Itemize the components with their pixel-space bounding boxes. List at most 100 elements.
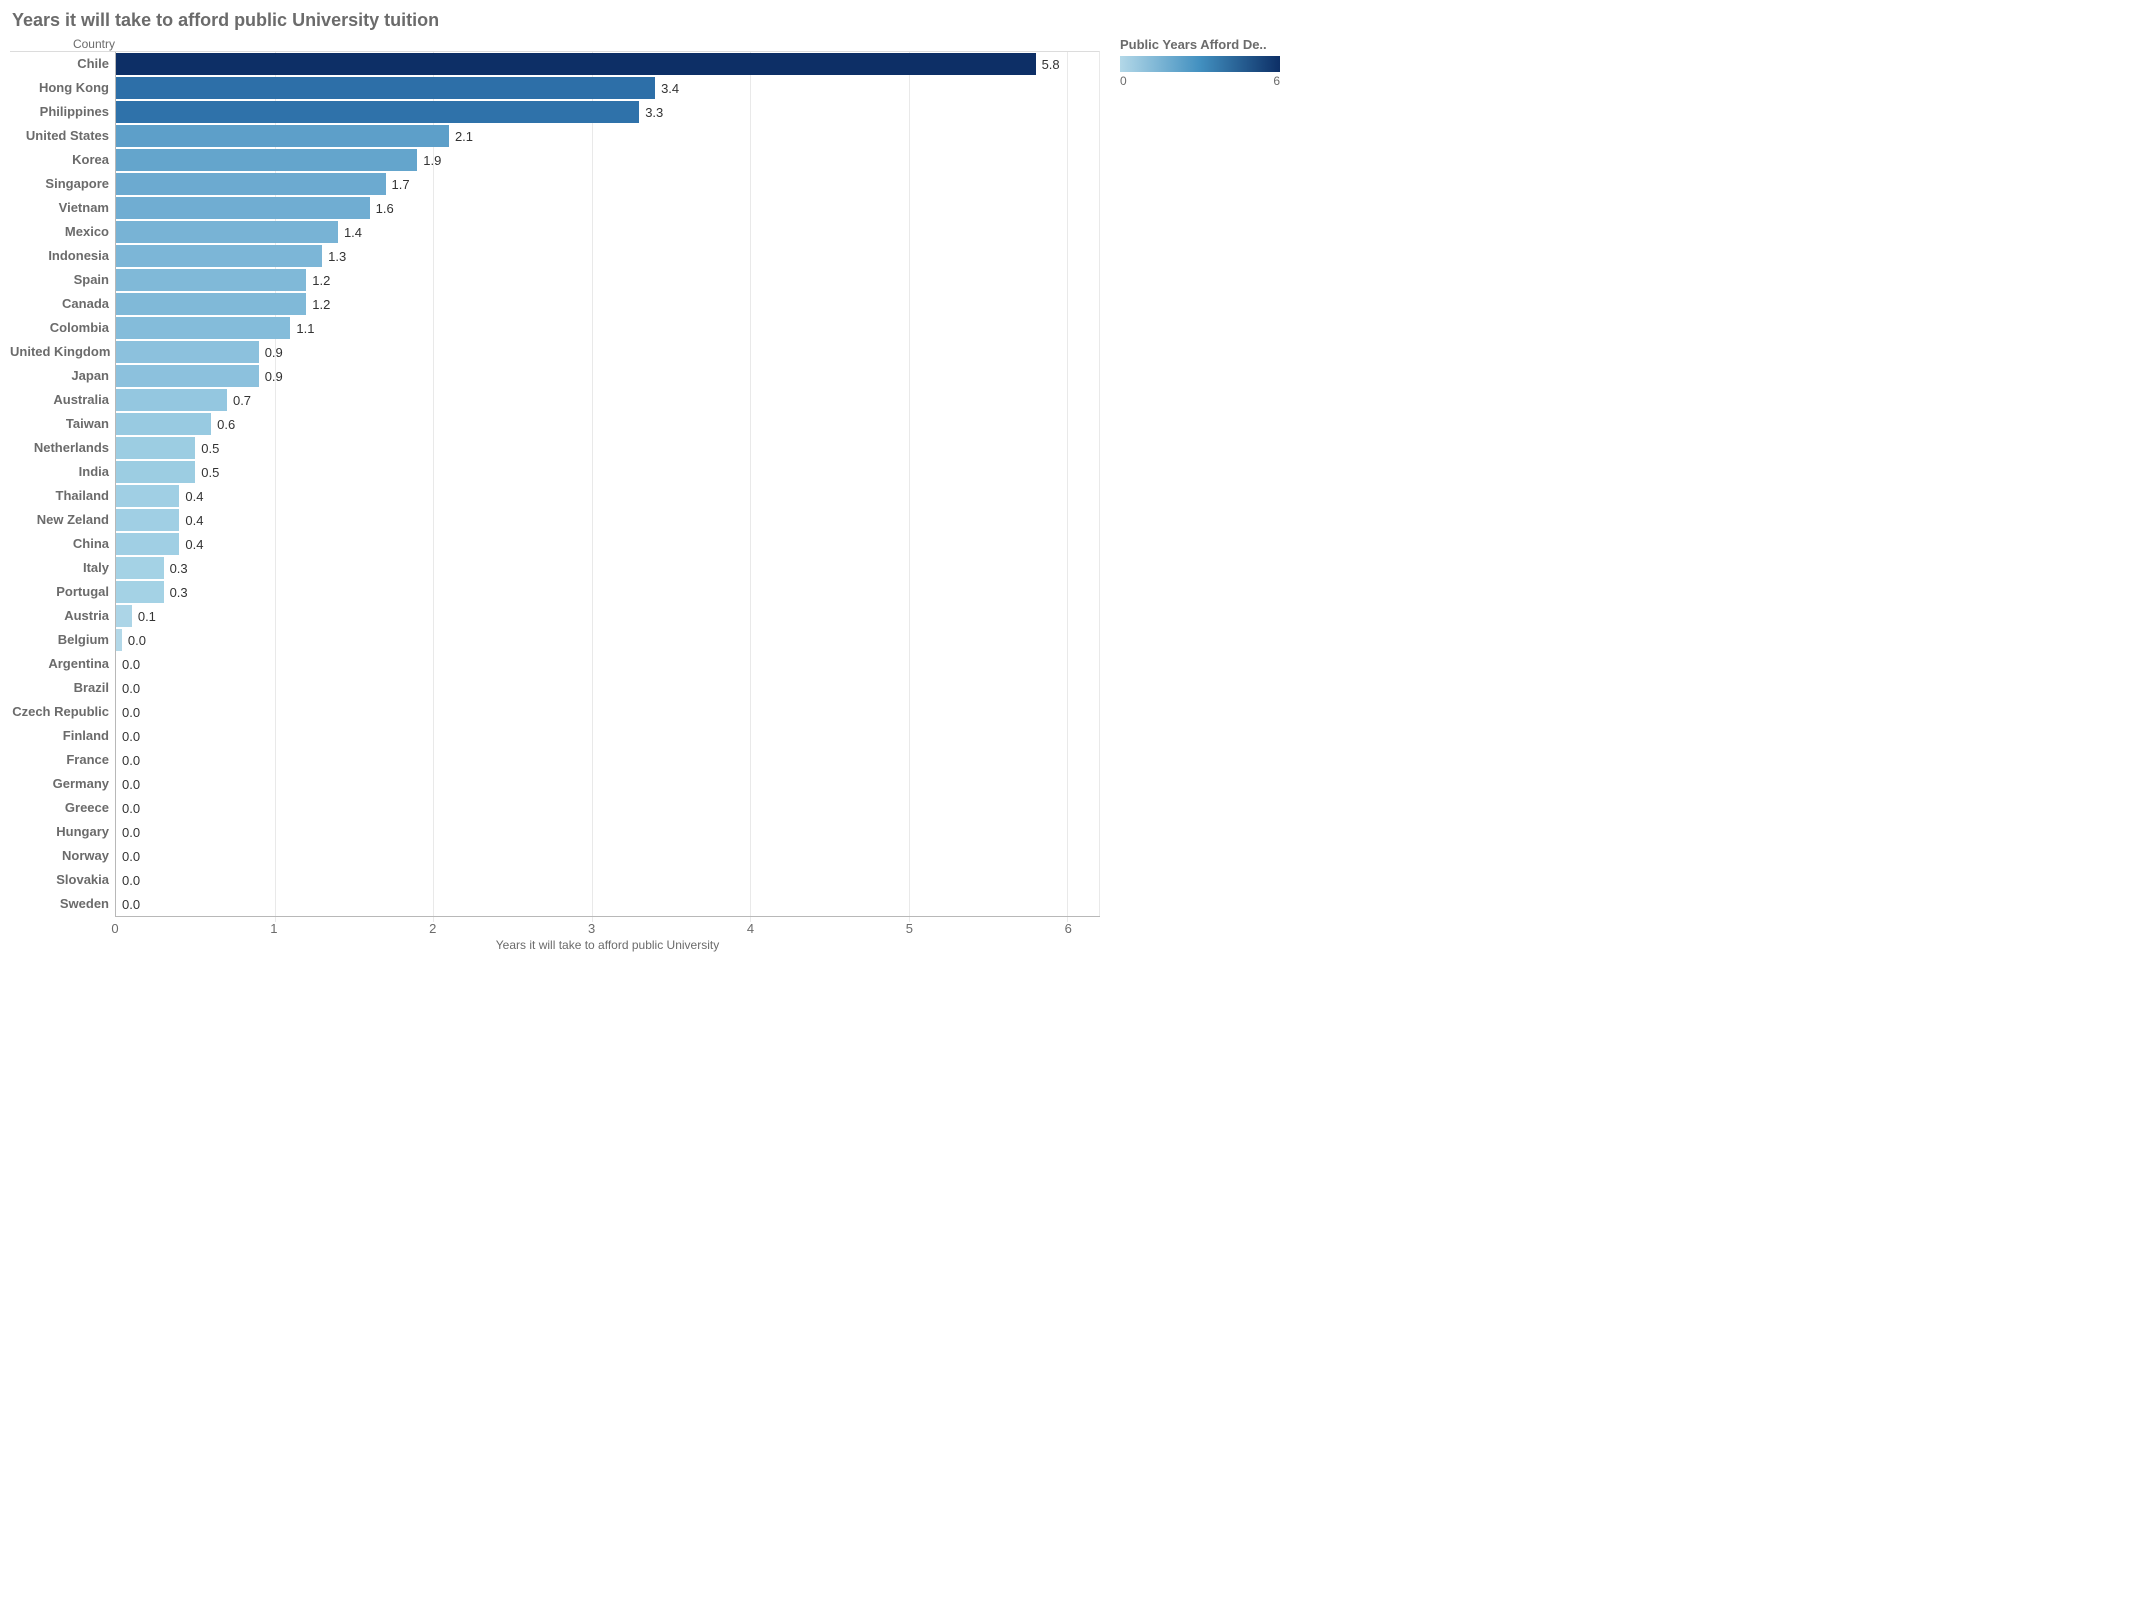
chart-container: Years it will take to afford public Univ… [10,10,1290,952]
bar-row: 0.0 [116,892,1099,916]
bar-value-label: 1.9 [423,153,441,168]
x-tick-label: 3 [588,921,595,936]
bar[interactable] [116,509,179,531]
bar-row: 0.4 [116,508,1099,532]
bar-row: 0.5 [116,436,1099,460]
bar[interactable] [116,389,227,411]
plot-area: ChileHong KongPhilippinesUnited StatesKo… [10,51,1100,916]
country-label: Portugal [10,580,115,604]
bar-value-label: 0.9 [265,345,283,360]
bar[interactable] [116,125,449,147]
country-label: Hungary [10,820,115,844]
bar-value-label: 0.0 [122,801,140,816]
chart-title: Years it will take to afford public Univ… [12,10,1290,31]
country-label: Vietnam [10,196,115,220]
bar-value-label: 1.4 [344,225,362,240]
bar-row: 0.9 [116,364,1099,388]
bar-row: 1.4 [116,220,1099,244]
bar-row: 0.0 [116,772,1099,796]
bar-value-label: 0.4 [185,513,203,528]
bar[interactable] [116,485,179,507]
bar[interactable] [116,269,306,291]
legend-ticks: 0 6 [1120,74,1280,88]
bar-row: 3.4 [116,76,1099,100]
bar-row: 3.3 [116,100,1099,124]
country-label: Korea [10,148,115,172]
bar-row: 0.4 [116,484,1099,508]
bar-row: 0.4 [116,532,1099,556]
bar[interactable] [116,437,195,459]
chart-wrap: Country ChileHong KongPhilippinesUnited … [10,37,1290,952]
legend-min-label: 0 [1120,74,1127,88]
bar[interactable] [116,221,338,243]
bar-value-label: 3.3 [645,105,663,120]
bar-row: 0.0 [116,844,1099,868]
bar-value-label: 0.0 [122,705,140,720]
x-axis: 0123456 [10,916,1100,936]
bar-row: 0.0 [116,868,1099,892]
bar-row: 0.0 [116,820,1099,844]
country-label: Austria [10,604,115,628]
country-label: Hong Kong [10,76,115,100]
bar[interactable] [116,53,1036,75]
bar[interactable] [116,461,195,483]
country-label: Spain [10,268,115,292]
bar-value-label: 0.4 [185,537,203,552]
country-label: Greece [10,796,115,820]
bar-row: 1.2 [116,268,1099,292]
bar-row: 0.0 [116,796,1099,820]
bar-value-label: 0.0 [122,753,140,768]
bar-value-label: 3.4 [661,81,679,96]
bar[interactable] [116,413,211,435]
bar[interactable] [116,245,322,267]
bar[interactable] [116,605,132,627]
y-labels: ChileHong KongPhilippinesUnited StatesKo… [10,52,115,916]
bar[interactable] [116,101,639,123]
bar[interactable] [116,173,386,195]
bar-row: 5.8 [116,52,1099,76]
bar-value-label: 1.6 [376,201,394,216]
bar-row: 1.7 [116,172,1099,196]
bar-row: 0.0 [116,724,1099,748]
x-tick-label: 0 [111,921,118,936]
x-tick-label: 4 [747,921,754,936]
y-axis-title: Country [10,37,115,51]
bar[interactable] [116,533,179,555]
bar-value-label: 0.1 [138,609,156,624]
bar[interactable] [116,341,259,363]
bar-value-label: 0.5 [201,441,219,456]
country-label: Thailand [10,484,115,508]
legend-title: Public Years Afford De.. [1120,37,1290,52]
bar-value-label: 0.7 [233,393,251,408]
country-label: Belgium [10,628,115,652]
bar[interactable] [116,293,306,315]
country-label: Finland [10,724,115,748]
chart-main: Country ChileHong KongPhilippinesUnited … [10,37,1100,952]
bar[interactable] [116,77,655,99]
country-label: Mexico [10,220,115,244]
bar[interactable] [116,149,417,171]
bar-value-label: 0.0 [122,849,140,864]
bar-row: 0.6 [116,412,1099,436]
x-axis-title: Years it will take to afford public Univ… [115,938,1100,952]
bar-row: 0.0 [116,652,1099,676]
x-spacer [10,916,115,936]
bar-row: 0.7 [116,388,1099,412]
country-label: India [10,460,115,484]
bar[interactable] [116,557,164,579]
bar[interactable] [116,629,122,651]
country-label: Norway [10,844,115,868]
bar[interactable] [116,317,290,339]
bar[interactable] [116,581,164,603]
x-tick-label: 2 [429,921,436,936]
bar[interactable] [116,197,370,219]
bar-value-label: 0.0 [122,729,140,744]
bar-value-label: 0.4 [185,489,203,504]
country-label: France [10,748,115,772]
bar-value-label: 0.0 [122,657,140,672]
country-label: Sweden [10,892,115,916]
country-label: United States [10,124,115,148]
bar-row: 1.3 [116,244,1099,268]
bar[interactable] [116,365,259,387]
bar-row: 0.1 [116,604,1099,628]
